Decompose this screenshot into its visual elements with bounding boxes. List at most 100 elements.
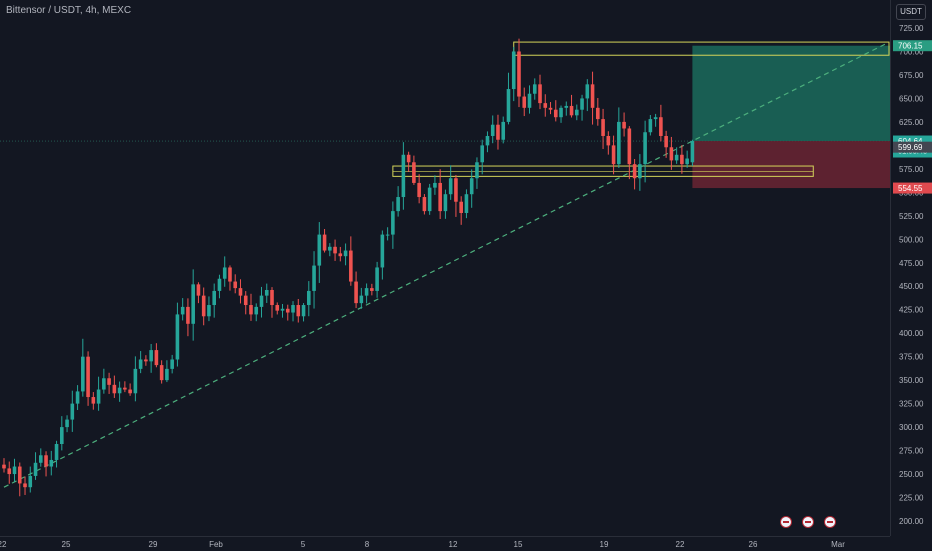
candle-body <box>222 267 227 279</box>
candle <box>496 114 500 150</box>
candle-body <box>354 281 358 304</box>
price-tick-label: 450.00 <box>899 282 924 291</box>
candle <box>17 462 22 497</box>
candle-body <box>648 119 653 133</box>
time-tick-label: 5 <box>301 540 306 549</box>
price-label-box <box>893 182 932 194</box>
candle-body <box>343 250 348 257</box>
candle <box>448 165 453 200</box>
price-tick-label: 225.00 <box>899 494 924 503</box>
candle-body <box>659 117 663 136</box>
candle-body <box>154 350 159 366</box>
candle <box>459 196 463 225</box>
candle-body <box>275 305 280 311</box>
candle-body <box>333 246 337 254</box>
candle-body <box>301 305 306 317</box>
price-label-box <box>893 40 932 52</box>
flag-event-icon[interactable] <box>824 516 836 528</box>
candle <box>112 375 117 398</box>
candle <box>207 296 211 322</box>
candle-body <box>212 290 216 306</box>
candle-body <box>538 84 542 104</box>
candle-body <box>217 278 222 291</box>
time-axis[interactable]: 22 25 29 Feb 5 8 12 15 19 22 26 Mar <box>0 536 890 551</box>
candle-body <box>65 419 69 428</box>
candle <box>543 94 548 117</box>
candle-body <box>196 284 201 296</box>
candle-body <box>401 154 406 198</box>
time-tick-label: 15 <box>514 540 523 549</box>
candle-body <box>553 109 558 118</box>
candle <box>133 356 138 402</box>
candle-body <box>81 356 85 392</box>
candle-body <box>112 384 117 394</box>
candle-body <box>165 368 169 381</box>
flag-event-icon[interactable] <box>780 516 792 528</box>
candle-body <box>144 359 148 362</box>
time-tick-label: 19 <box>600 540 609 549</box>
candle <box>401 142 406 210</box>
candle <box>501 116 506 144</box>
currency-selector[interactable]: USDT <box>896 4 926 20</box>
candle-body <box>585 84 590 99</box>
candle-body <box>564 105 569 108</box>
price-tick-label: 625.00 <box>899 118 924 127</box>
candle-body <box>406 154 411 163</box>
candle <box>553 100 558 122</box>
candle-body <box>359 295 364 304</box>
price-tick-label: 325.00 <box>899 400 924 409</box>
price-tick-label: 475.00 <box>899 259 924 268</box>
candle <box>485 131 490 153</box>
candle-body <box>117 387 122 394</box>
candle-body <box>480 145 485 163</box>
price-tick-label: 425.00 <box>899 306 924 315</box>
candle <box>291 301 295 322</box>
candle-body <box>233 281 238 289</box>
candle-body <box>590 84 595 108</box>
candle-body <box>574 109 579 116</box>
candle <box>480 139 485 175</box>
candle-body <box>191 284 195 324</box>
candle <box>107 372 111 394</box>
candle-body <box>312 265 316 291</box>
candle <box>427 183 432 215</box>
chart-pane[interactable] <box>0 0 890 536</box>
candle <box>243 291 248 315</box>
candle-body <box>296 305 301 317</box>
candle <box>574 104 579 121</box>
flag-event-icon[interactable] <box>802 516 814 528</box>
candle <box>102 368 106 394</box>
support-zone-box <box>392 165 814 177</box>
candle <box>301 303 306 322</box>
target-zone <box>692 45 890 142</box>
candle-body <box>49 459 54 467</box>
candle <box>217 274 222 299</box>
time-tick-label: Mar <box>831 540 845 549</box>
candle-body <box>380 234 385 268</box>
candle-body <box>438 182 442 212</box>
candle-body <box>201 295 206 317</box>
candle <box>611 135 616 175</box>
candle-body <box>149 350 153 362</box>
candle <box>333 239 337 261</box>
candle <box>506 72 511 125</box>
candle <box>375 261 379 298</box>
candlestick-chart[interactable] <box>0 0 890 536</box>
candle <box>165 360 169 383</box>
candle <box>396 186 400 217</box>
candle-body <box>70 403 75 420</box>
candle-body <box>611 145 616 165</box>
price-axis[interactable]: 725.00700.00675.00650.00625.00600.00575.… <box>890 0 932 536</box>
candle <box>475 157 479 189</box>
time-tick-label: 22 <box>676 540 685 549</box>
candle-body <box>228 267 232 282</box>
candle <box>669 136 674 170</box>
price-tick-label: 525.00 <box>899 212 924 221</box>
candle-body <box>569 105 574 116</box>
symbol-title[interactable]: Bittensor / USDT, 4h, MEXC <box>6 5 132 16</box>
candle-body <box>511 51 516 90</box>
candle-body <box>364 288 369 296</box>
candle <box>264 283 269 303</box>
candle-body <box>54 443 59 460</box>
candle <box>596 97 600 126</box>
